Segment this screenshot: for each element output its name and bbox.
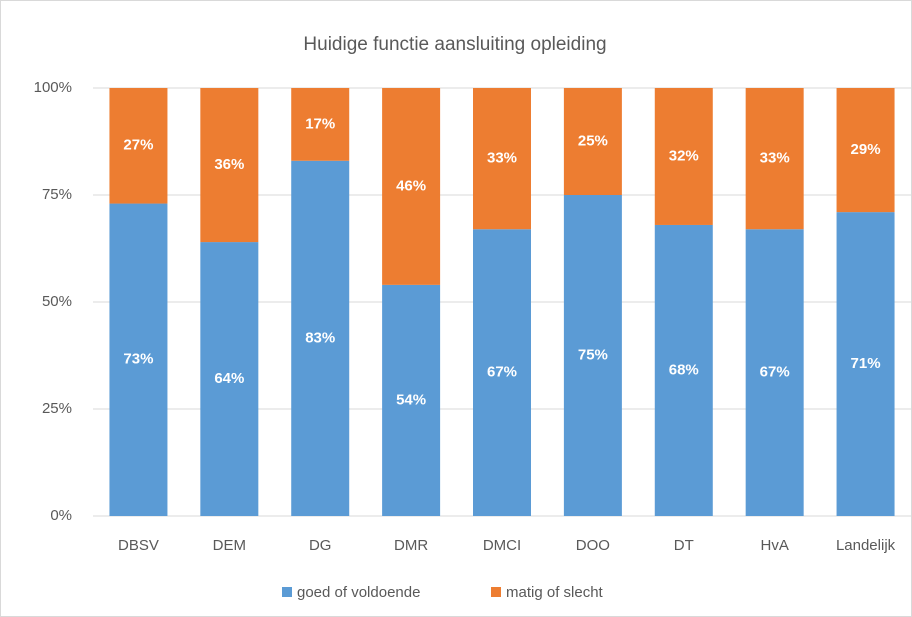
data-label: 33% [487, 150, 517, 167]
x-tick-label: DG [309, 537, 332, 554]
data-label: 64% [214, 370, 244, 387]
bar-segment [563, 88, 622, 195]
x-tick-label: DMCI [483, 537, 521, 554]
legend-swatch [282, 587, 292, 597]
x-tick-label: Landelijk [836, 537, 896, 554]
bar-segment [200, 88, 259, 243]
data-label: 29% [851, 141, 881, 158]
legend-label: matig of slecht [506, 584, 604, 601]
x-tick-label: HvA [760, 537, 788, 554]
x-tick-label: DOO [576, 537, 610, 554]
data-label: 75% [578, 346, 608, 363]
data-label: 32% [669, 147, 699, 164]
legend-swatch [491, 587, 501, 597]
bar-segment [745, 88, 804, 230]
x-tick-label: DBSV [118, 537, 159, 554]
data-label: 73% [123, 351, 153, 368]
bar-segment [836, 212, 895, 516]
x-tick-label: DEM [213, 537, 246, 554]
chart-title: Huidige functie aansluiting opleiding [303, 34, 606, 55]
data-label: 33% [760, 150, 790, 167]
bar-segment [654, 88, 713, 225]
data-label: 17% [305, 115, 335, 132]
bar-segment [109, 88, 168, 204]
bar-segment [836, 88, 895, 213]
bar-segment [654, 224, 713, 516]
x-tick-label: DMR [394, 537, 428, 554]
data-label: 25% [578, 132, 608, 149]
data-label: 27% [123, 137, 153, 154]
data-label: 83% [305, 329, 335, 346]
bar-segment [200, 242, 259, 516]
y-tick-label: 50% [42, 293, 72, 310]
bar-segment [563, 195, 622, 516]
data-label: 68% [669, 361, 699, 378]
data-label: 36% [214, 156, 244, 173]
data-label: 67% [487, 364, 517, 381]
data-label: 46% [396, 177, 426, 194]
bar-segment [745, 229, 804, 517]
data-label: 54% [396, 391, 426, 408]
y-tick-label: 75% [42, 186, 72, 203]
bar-segment [382, 284, 441, 516]
legend-label: goed of voldoende [297, 584, 420, 601]
data-label: 71% [851, 355, 881, 372]
bar-segment [473, 88, 531, 230]
bar-segment [291, 88, 350, 161]
bar-segment [473, 229, 531, 517]
bar-segment [291, 160, 350, 516]
bar-segment [382, 88, 441, 285]
data-label: 67% [760, 364, 790, 381]
x-tick-label: DT [674, 537, 694, 554]
y-tick-label: 0% [50, 507, 72, 524]
bar-segment [109, 203, 168, 516]
y-tick-label: 100% [34, 79, 72, 96]
y-tick-label: 25% [42, 400, 72, 417]
